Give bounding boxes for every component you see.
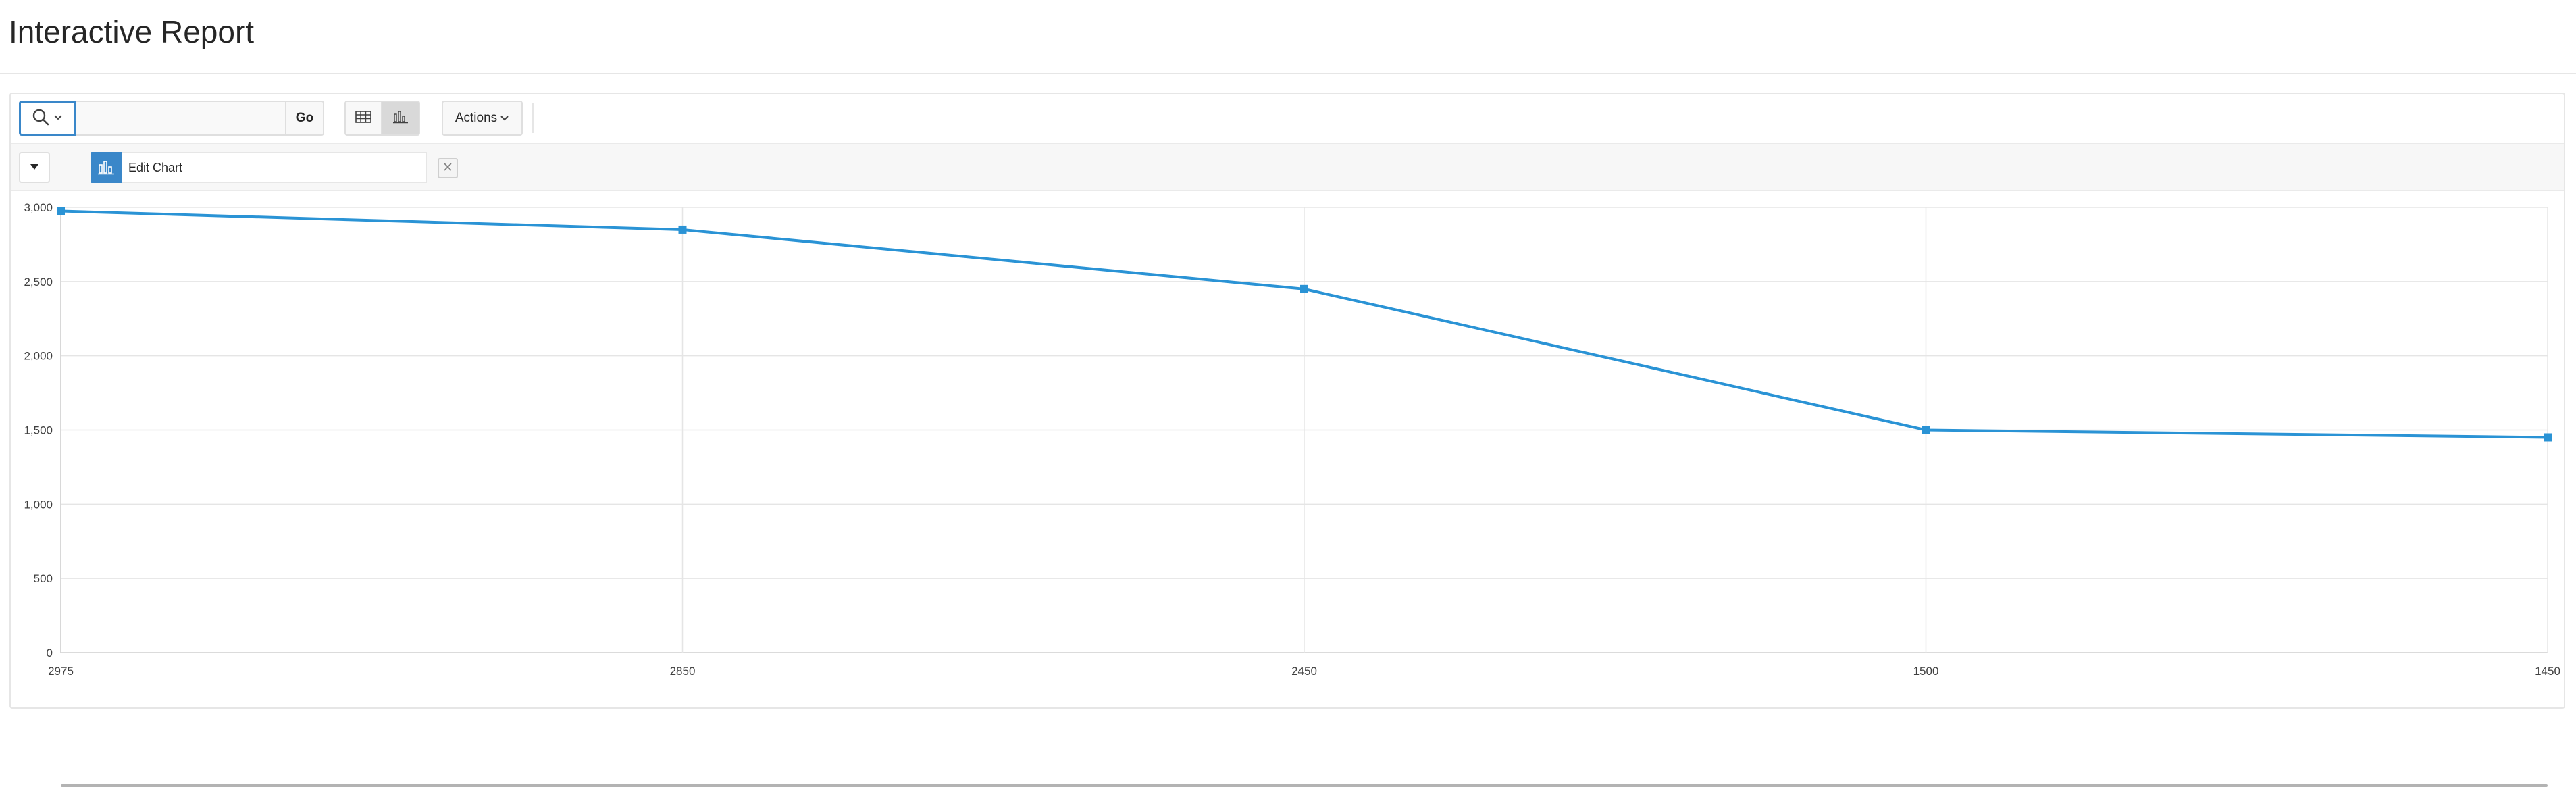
x-tick-label: 1450 xyxy=(2535,665,2560,678)
interactive-report-region: Go xyxy=(9,93,2565,787)
view-switcher xyxy=(344,101,420,136)
chart-overview-scrollbar[interactable] xyxy=(61,784,2548,787)
collapse-settings-button[interactable] xyxy=(19,152,50,183)
remove-chart-button[interactable] xyxy=(438,158,458,178)
data-point-marker xyxy=(1922,426,1930,434)
report-settings-bar: Edit Chart xyxy=(11,143,2564,191)
chart-icon xyxy=(91,152,122,183)
y-tick-label: 1,500 xyxy=(24,424,53,437)
x-tick-label: 2450 xyxy=(1291,665,1317,678)
y-tick-label: 500 xyxy=(34,572,53,585)
grid-view-button[interactable] xyxy=(344,101,382,136)
chart-view-icon xyxy=(392,110,409,127)
y-tick-label: 0 xyxy=(47,646,53,659)
search-group: Go xyxy=(19,101,324,136)
chevron-down-icon xyxy=(53,112,63,124)
data-point-marker xyxy=(2544,433,2552,442)
edit-chart-setting[interactable]: Edit Chart xyxy=(91,152,427,183)
search-column-menu-button[interactable] xyxy=(19,101,76,136)
toolbar-divider xyxy=(532,103,534,133)
grid-view-icon xyxy=(355,110,371,126)
caret-down-icon xyxy=(30,161,39,174)
data-point-marker xyxy=(57,207,65,215)
chevron-down-icon xyxy=(500,111,509,126)
page-header: Interactive Report xyxy=(0,0,2576,74)
page-title: Interactive Report xyxy=(9,14,255,49)
y-tick-label: 3,000 xyxy=(24,201,53,214)
close-icon xyxy=(442,161,453,176)
go-button[interactable]: Go xyxy=(286,101,324,136)
actions-menu-button[interactable]: Actions xyxy=(442,101,523,136)
line-chart: 0 500 1,000 1,500 2,000 2,500 3,000 2975 2850 245… xyxy=(24,201,2560,678)
actions-label: Actions xyxy=(455,111,498,125)
data-point-marker xyxy=(1300,284,1308,293)
x-tick-label: 2975 xyxy=(48,665,74,678)
search-input[interactable] xyxy=(76,101,286,136)
data-point-marker xyxy=(678,225,687,234)
y-tick-label: 1,000 xyxy=(24,498,53,511)
chart-area: 0 500 1,000 1,500 2,000 2,500 3,000 2975 2850 245… xyxy=(11,191,2564,787)
x-tick-label: 2850 xyxy=(670,665,696,678)
x-tick-label: 1500 xyxy=(1913,665,1939,678)
report-toolbar: Go xyxy=(11,94,2564,143)
y-tick-label: 2,000 xyxy=(24,350,53,363)
edit-chart-label[interactable]: Edit Chart xyxy=(122,152,427,183)
chart-view-button[interactable] xyxy=(382,101,420,136)
y-tick-label: 2,500 xyxy=(24,276,53,288)
search-icon xyxy=(32,108,49,129)
